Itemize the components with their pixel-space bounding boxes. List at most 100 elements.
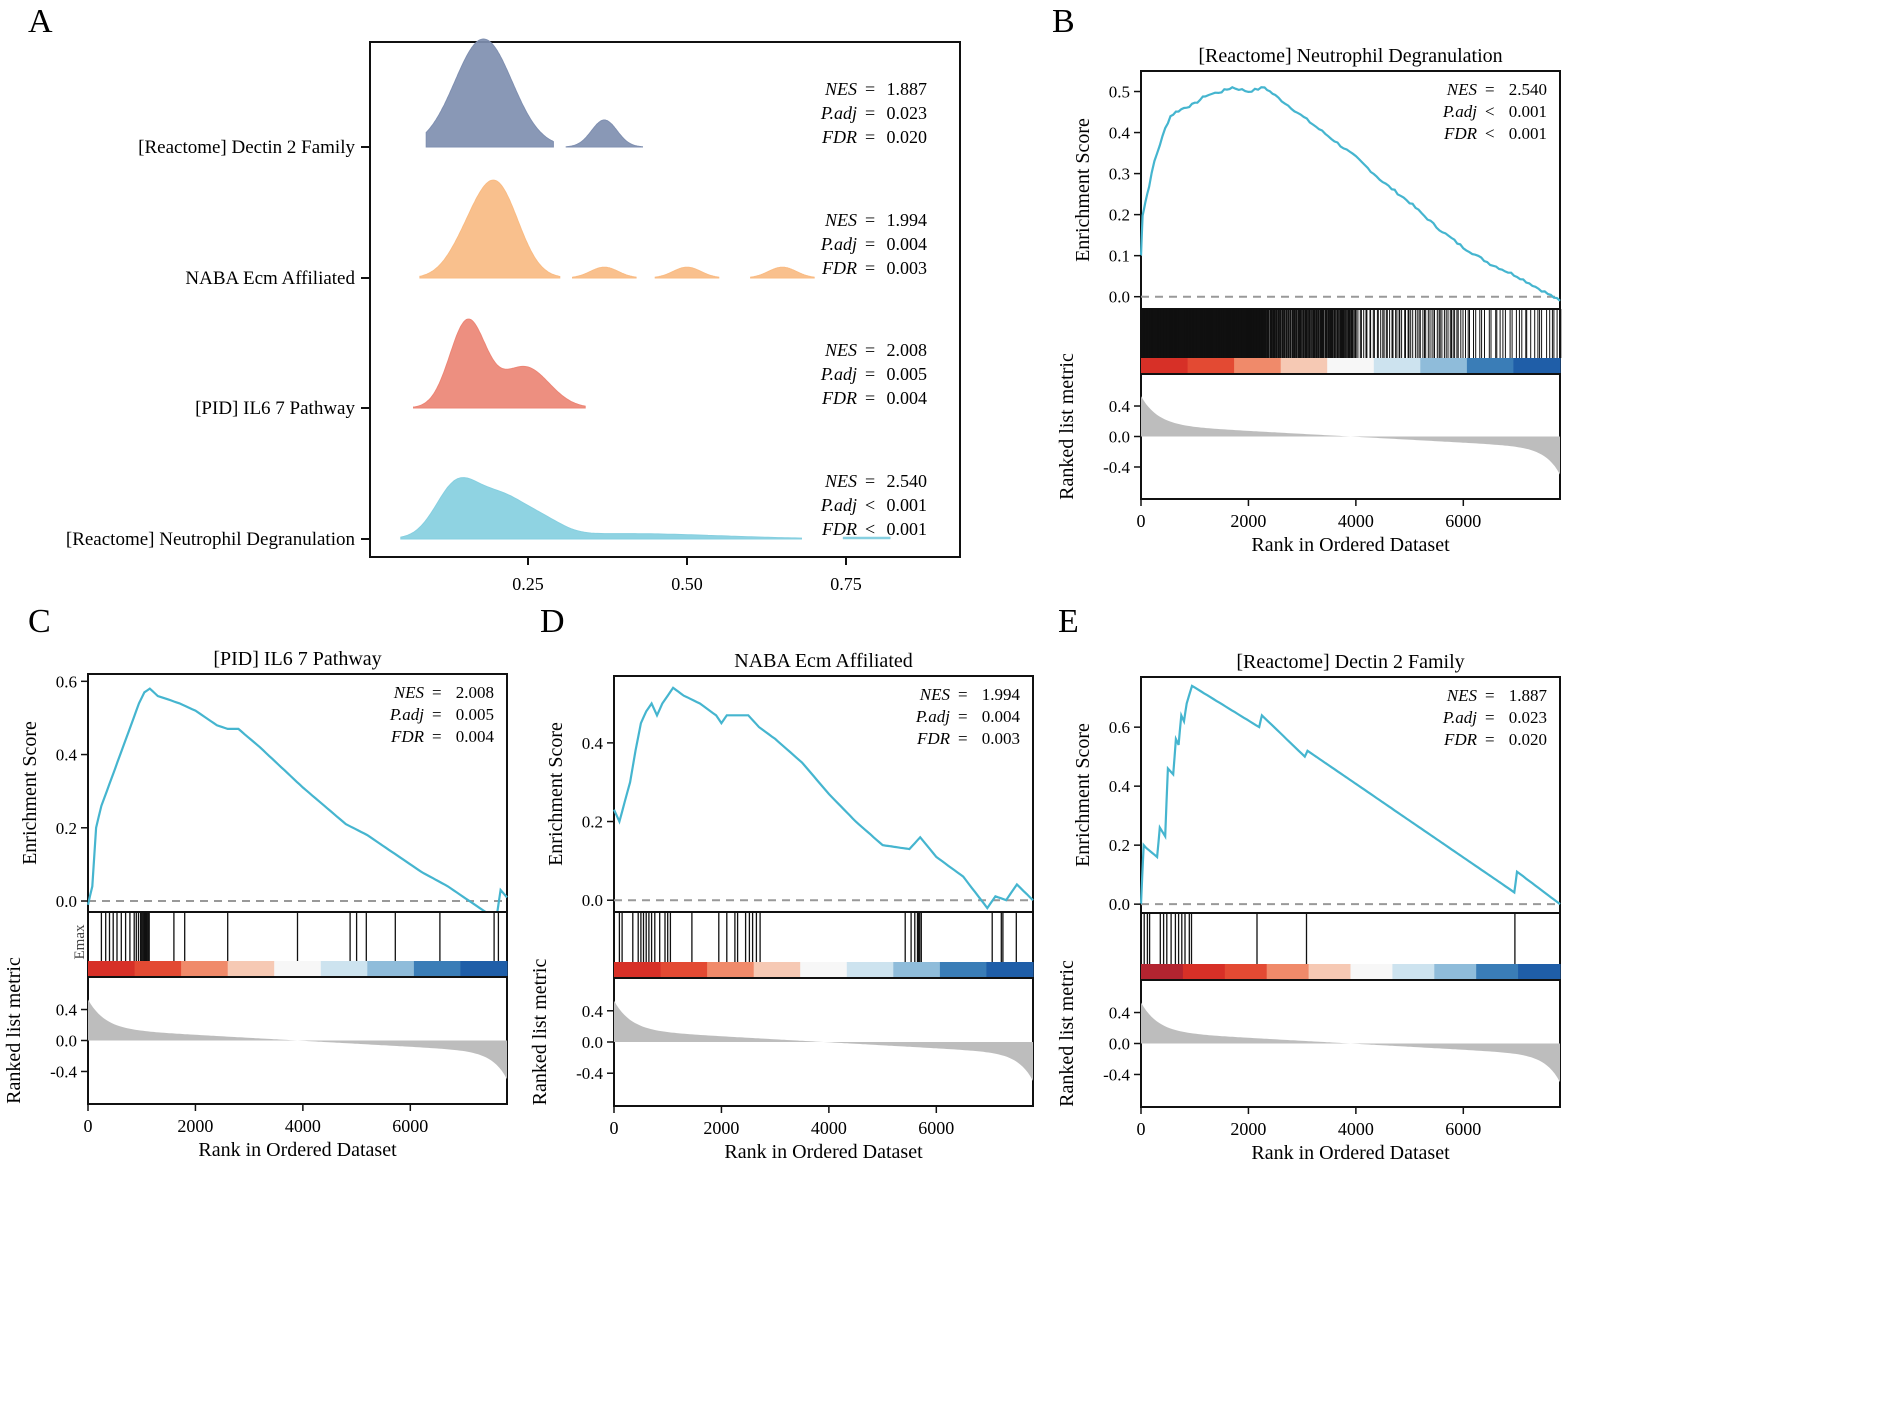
ridge-density — [400, 477, 802, 540]
metric-y-tick-label: -0.4 — [1103, 458, 1130, 477]
es-y-tick-label: 0.2 — [56, 819, 77, 838]
x-axis-label: Rank in Ordered Dataset — [724, 1141, 923, 1163]
metric-heat-segment — [893, 962, 941, 978]
panel-letter-c: C — [28, 603, 51, 640]
x-axis-label: Rank in Ordered Dataset — [1251, 1142, 1450, 1164]
gsea-stat-op: = — [1485, 80, 1495, 99]
ranked-metric-area — [1141, 1002, 1560, 1083]
es-plot-frame — [613, 675, 1034, 913]
metric-y-tick-label: 0.4 — [1109, 1004, 1131, 1023]
es-y-tick-label: 0.6 — [1109, 718, 1130, 737]
gsea-title: NABA Ecm Affiliated — [734, 650, 913, 672]
x-tick-label: 6000 — [1445, 1119, 1481, 1139]
ridge-stat-op: = — [865, 258, 875, 278]
x-tick-label: 4000 — [811, 1118, 847, 1138]
ridge-density — [565, 119, 643, 148]
gsea-stat-value: 2.540 — [1509, 80, 1547, 99]
metric-heat-segment — [134, 961, 182, 977]
x-axis-label: Rank in Ordered Dataset — [1251, 534, 1450, 556]
es-y-tick-label: 0.0 — [56, 892, 77, 911]
ridgeline-panel-a: [Reactome] Dectin 2 Family NES = 1.887 P.adj… — [66, 38, 961, 594]
x-tick-label: 6000 — [392, 1116, 428, 1136]
metric-heat-segment — [1141, 358, 1189, 374]
metric-heat-segment — [707, 962, 755, 978]
ridge-stat-op: = — [865, 364, 875, 384]
ridge-stat-value: 0.004 — [887, 234, 928, 254]
metric-y-axis-label: Ranked list metric — [529, 959, 551, 1106]
metric-heat-segment — [181, 961, 229, 977]
panel-letter-b: B — [1052, 3, 1075, 40]
metric-y-axis-label: Ranked list metric — [1056, 353, 1078, 500]
gsea-stat-label: NES — [1446, 686, 1478, 705]
ridge-stat-value: 1.887 — [887, 79, 928, 99]
ridge-category-label: [PID] IL6 7 Pathway — [195, 398, 355, 419]
metric-heat-segment — [1392, 964, 1435, 980]
metric-heat-segment — [1182, 964, 1226, 980]
es-y-tick-label: 0.0 — [582, 891, 603, 910]
metric-heat-segment — [1224, 964, 1268, 980]
ridge-stat-label: P.adj — [820, 495, 857, 515]
metric-heat-segment — [614, 962, 662, 978]
gsea-panel-e: [Reactome] Dectin 2 Family 0.0 0.2 0.4 0.6 En… — [1056, 651, 1561, 1164]
metric-heat-segment — [1373, 358, 1421, 374]
es-y-tick-label: 0.0 — [1109, 895, 1130, 914]
es-plot-frame — [1140, 70, 1561, 310]
panel-letter-a: A — [28, 3, 53, 40]
metric-heat-segment — [753, 962, 801, 978]
x-tick-label: 2000 — [703, 1118, 739, 1138]
es-y-tick-label: 0.4 — [1109, 777, 1131, 796]
metric-heat-segment — [1141, 964, 1184, 980]
ridge-stat-op: = — [865, 103, 875, 123]
gsea-stat-value: 1.887 — [1509, 686, 1548, 705]
es-y-tick-label: 0.2 — [1109, 206, 1130, 225]
metric-heat-segment — [1518, 964, 1561, 980]
ridge-stat-label: NES — [824, 79, 857, 99]
x-tick-label: 4000 — [285, 1116, 321, 1136]
metric-y-tick-label: 0.4 — [1109, 397, 1131, 416]
ridge-stat-value: 0.001 — [887, 495, 928, 515]
es-y-tick-label: 0.1 — [1109, 247, 1130, 266]
ridge-stat-op: < — [865, 519, 875, 539]
ridge-stat-value: 0.005 — [887, 364, 928, 384]
metric-heat-segment — [1266, 964, 1310, 980]
enrichment-score-curve — [86, 687, 508, 922]
gsea-stat-op: = — [1485, 708, 1495, 727]
gsea-panel-c: [PID] IL6 7 Pathway 0.0 0.2 0.4 0.6 Enrichmen… — [3, 648, 508, 1161]
gsea-panel-d: NABA Ecm Affiliated 0.0 0.2 0.4 Enrichment S… — [529, 650, 1034, 1163]
metric-y-tick-label: 0.4 — [56, 1001, 78, 1020]
ridge-category-label: [Reactome] Neutrophil Degranulation — [66, 529, 356, 550]
ridge-category-label: [Reactome] Dectin 2 Family — [138, 137, 355, 158]
ridge-stat-op: = — [865, 79, 875, 99]
gsea-stat-value: 0.001 — [1509, 102, 1547, 121]
x-tick-label: 2000 — [177, 1116, 213, 1136]
metric-heat-segment — [1187, 358, 1235, 374]
gsea-stat-value: 0.005 — [456, 705, 494, 724]
x-tick-label: 0.25 — [512, 574, 544, 594]
es-y-axis-label: Enrichment Score — [1072, 723, 1094, 867]
ridge-density — [654, 266, 720, 279]
ridge-stat-value: 2.008 — [887, 340, 928, 360]
gsea-stat-label: P.adj — [1442, 102, 1477, 121]
ridge-stat-op: = — [865, 471, 875, 491]
ridge-stat-op: < — [865, 495, 875, 515]
ridge-density — [419, 179, 561, 279]
x-tick-label: 0 — [610, 1118, 619, 1138]
x-tick-label: 0.50 — [671, 574, 703, 594]
ridge-stat-op: = — [865, 210, 875, 230]
gsea-stat-op: = — [432, 705, 442, 724]
gsea-title: [Reactome] Neutrophil Degranulation — [1198, 45, 1502, 67]
gsea-stat-value: 0.003 — [982, 729, 1020, 748]
metric-y-tick-label: -0.4 — [1103, 1065, 1130, 1084]
ridge-stat-value: 0.020 — [887, 127, 928, 147]
gsea-stat-value: 0.004 — [456, 727, 495, 746]
ridge-stat-label: P.adj — [820, 103, 857, 123]
ranked-metric-area — [1141, 396, 1560, 475]
gsea-stat-label: NES — [919, 685, 951, 704]
ridge-stat-label: P.adj — [820, 364, 857, 384]
metric-heat-segment — [846, 962, 894, 978]
metric-y-tick-label: 0.0 — [582, 1033, 603, 1052]
ridge-stat-label: NES — [824, 471, 857, 491]
ridge-stat-label: FDR — [821, 258, 857, 278]
ridge-density — [425, 38, 554, 148]
gsea-stat-value: 1.994 — [982, 685, 1021, 704]
